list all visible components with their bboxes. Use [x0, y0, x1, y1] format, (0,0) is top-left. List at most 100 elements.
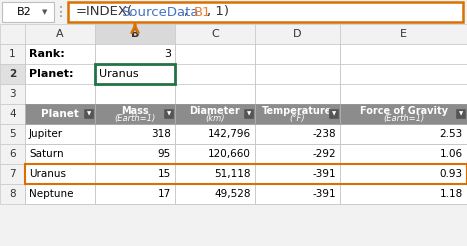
Bar — [340, 64, 467, 84]
Bar — [95, 64, 175, 84]
Bar — [329, 109, 339, 119]
Text: 4: 4 — [9, 109, 16, 119]
Bar — [25, 184, 95, 204]
Bar — [340, 184, 467, 204]
Bar — [25, 64, 95, 84]
Bar — [255, 144, 340, 164]
Text: A: A — [56, 29, 64, 39]
Text: 95: 95 — [158, 149, 171, 159]
Bar — [0, 64, 25, 84]
Text: Jupiter: Jupiter — [29, 129, 63, 139]
Bar — [244, 109, 254, 119]
Text: B1: B1 — [194, 5, 212, 18]
Bar — [95, 124, 175, 144]
Text: 1.06: 1.06 — [440, 149, 463, 159]
Bar — [340, 84, 467, 104]
Text: 0.93: 0.93 — [440, 169, 463, 179]
Bar — [340, 44, 467, 64]
Bar — [0, 104, 25, 124]
Text: 2: 2 — [9, 69, 16, 79]
Text: B: B — [131, 29, 139, 39]
Bar — [0, 44, 25, 64]
Bar — [340, 164, 467, 184]
Bar — [255, 124, 340, 144]
Bar — [25, 104, 467, 124]
Bar — [95, 84, 175, 104]
Bar — [255, 164, 340, 184]
Bar — [255, 64, 340, 84]
Bar — [0, 0, 467, 24]
Bar — [95, 64, 175, 84]
Text: 142,796: 142,796 — [208, 129, 251, 139]
Bar — [255, 184, 340, 204]
Bar — [175, 24, 255, 44]
Text: ⋮: ⋮ — [54, 5, 68, 19]
Bar — [175, 184, 255, 204]
Bar — [25, 44, 95, 64]
Bar — [0, 184, 25, 204]
Bar — [255, 44, 340, 64]
Text: (Earth=1): (Earth=1) — [114, 114, 156, 123]
Text: SourceData: SourceData — [121, 5, 198, 18]
Text: 6: 6 — [9, 149, 16, 159]
Text: Mass: Mass — [121, 106, 149, 116]
Bar — [25, 164, 467, 184]
Bar — [175, 44, 255, 64]
Bar — [0, 144, 25, 164]
Text: 1: 1 — [9, 49, 16, 59]
Bar — [0, 84, 25, 104]
Text: D: D — [293, 29, 302, 39]
Text: ▼: ▼ — [332, 111, 336, 117]
Bar — [164, 109, 174, 119]
Bar — [175, 64, 255, 84]
Bar — [95, 164, 175, 184]
Text: 15: 15 — [158, 169, 171, 179]
Text: Saturn: Saturn — [29, 149, 64, 159]
Text: =INDEX(: =INDEX( — [76, 5, 133, 18]
Text: B2: B2 — [16, 7, 31, 17]
Bar — [95, 44, 175, 64]
Text: , 1): , 1) — [207, 5, 229, 18]
Bar — [25, 84, 95, 104]
Text: 2.53: 2.53 — [440, 129, 463, 139]
Text: 3: 3 — [164, 49, 171, 59]
Bar — [175, 84, 255, 104]
Text: ▼: ▼ — [167, 111, 171, 117]
Bar — [25, 24, 95, 44]
Text: ,: , — [184, 5, 192, 18]
Text: 1.18: 1.18 — [440, 189, 463, 199]
Bar — [255, 84, 340, 104]
Text: -292: -292 — [312, 149, 336, 159]
Bar — [255, 104, 340, 124]
Text: Neptune: Neptune — [29, 189, 73, 199]
Text: -391: -391 — [312, 189, 336, 199]
Text: Force of Gravity: Force of Gravity — [360, 106, 447, 116]
Bar — [175, 164, 255, 184]
Text: C: C — [211, 29, 219, 39]
Bar — [340, 124, 467, 144]
Bar — [175, 144, 255, 164]
Text: Planet:: Planet: — [29, 69, 73, 79]
Bar — [25, 104, 95, 124]
Text: Temperature: Temperature — [262, 106, 333, 116]
Bar — [68, 2, 463, 22]
Bar — [84, 109, 94, 119]
Bar — [95, 184, 175, 204]
Text: ▼: ▼ — [459, 111, 463, 117]
Text: 5: 5 — [9, 129, 16, 139]
Bar — [95, 24, 175, 44]
Text: Planet: Planet — [41, 109, 79, 119]
Text: 120,660: 120,660 — [208, 149, 251, 159]
Text: Rank:: Rank: — [29, 49, 65, 59]
Bar — [0, 124, 25, 144]
Bar — [340, 24, 467, 44]
Bar — [25, 124, 95, 144]
Text: Uranus: Uranus — [29, 169, 66, 179]
Text: 51,118: 51,118 — [214, 169, 251, 179]
Text: (Earth=1): (Earth=1) — [383, 114, 424, 123]
Text: -238: -238 — [312, 129, 336, 139]
Bar — [175, 124, 255, 144]
Text: 17: 17 — [158, 189, 171, 199]
Bar — [340, 144, 467, 164]
Bar — [25, 164, 95, 184]
